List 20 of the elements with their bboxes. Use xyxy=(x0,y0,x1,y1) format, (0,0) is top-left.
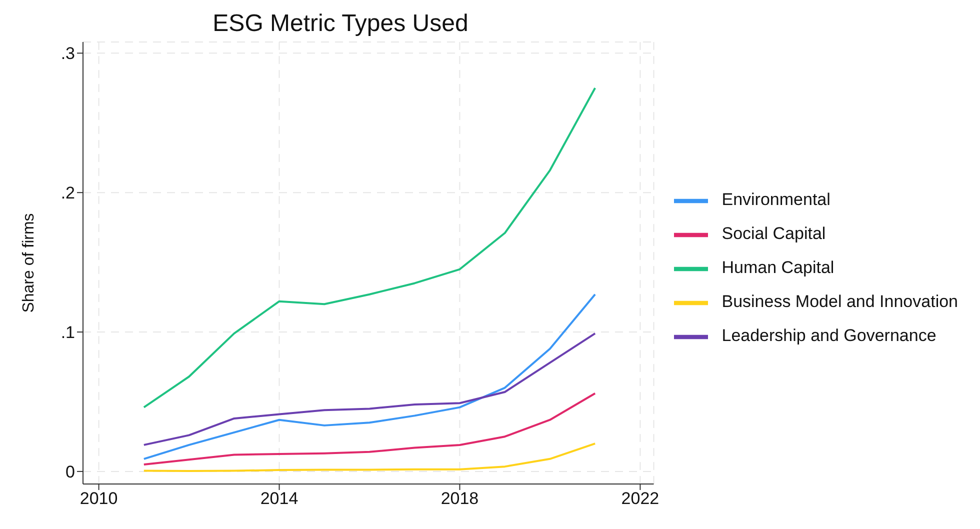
line-series xyxy=(142,442,596,472)
line-series xyxy=(142,87,596,408)
y-axis-title: Share of firms xyxy=(20,213,38,313)
x-tick-label: 2022 xyxy=(621,489,660,508)
legend-label: Environmental xyxy=(722,190,830,209)
legend-label: Leadership and Governance xyxy=(722,326,936,345)
y-tick-label: .1 xyxy=(60,323,75,342)
chart-title: ESG Metric Types Used xyxy=(212,10,470,38)
x-tick-label: 2010 xyxy=(80,489,118,508)
y-tick-label: .3 xyxy=(60,44,75,64)
legend-label: Human Capital xyxy=(722,258,834,277)
y-tick-label: 0 xyxy=(66,462,75,482)
line-series xyxy=(142,332,596,446)
legend-label: Business Model and Innovation xyxy=(722,292,958,311)
y-tick-label: .2 xyxy=(60,184,75,203)
line-series xyxy=(142,392,596,466)
x-tick-label: 2018 xyxy=(440,489,479,508)
x-tick-label: 2014 xyxy=(260,489,298,508)
line-series xyxy=(142,293,596,460)
legend-label: Social Capital xyxy=(722,224,826,243)
